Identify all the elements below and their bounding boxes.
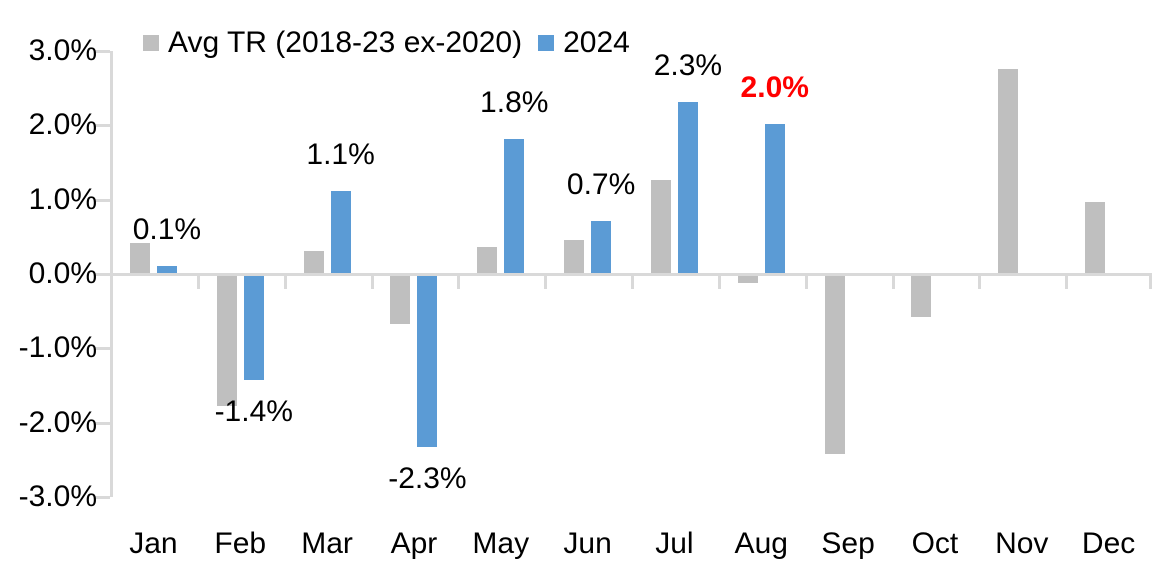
data-label-feb: -1.4% [214,395,293,429]
data-label-mar: 1.1% [306,138,375,172]
bar-avg-tr-2018-23-ex-2020--oct [911,276,932,317]
y-axis-tick [95,347,110,351]
y-axis-label: 0.0% [28,257,97,290]
legend: Avg TR (2018-23 ex-2020) 2024 [143,26,630,60]
y-axis-tick [95,273,110,276]
legend-item-avg-tr: Avg TR (2018-23 ex-2020) [143,26,522,60]
bar-2024-may [504,139,525,273]
bar-avg-tr-2018-23-ex-2020--mar [303,250,324,273]
bar-avg-tr-2018-23-ex-2020--jul [650,180,671,273]
bar-avg-tr-2018-23-ex-2020--jun [564,239,585,273]
legend-label-2024: 2024 [563,26,630,59]
x-axis-tick [631,276,634,289]
x-axis-label-aug: Aug [734,527,788,560]
bar-2024-mar [330,191,351,273]
legend-swatch-2024 [538,35,555,51]
data-label-jan: 0.1% [132,212,202,246]
y-axis-label: 3.0% [28,34,97,67]
legend-swatch-avg-tr [143,35,159,51]
y-axis-label: -1.0% [18,331,97,365]
y-axis-tick [95,198,110,202]
y-axis-label: 1.0% [28,182,97,216]
x-axis-label-oct: Oct [911,527,959,560]
x-axis-label-feb: Feb [214,527,267,560]
y-axis-tick [95,50,110,53]
x-axis-tick [717,276,721,289]
x-axis-label-sep: Sep [821,527,875,560]
bar-avg-tr-2018-23-ex-2020--feb [216,276,237,407]
x-axis-label-apr: Apr [390,527,438,560]
x-axis-tick [1149,276,1152,289]
x-axis-label-jan: Jan [129,527,178,560]
x-axis-label-jul: Jul [655,527,694,560]
bar-avg-tr-2018-23-ex-2020--may [477,246,498,273]
bar-avg-tr-2018-23-ex-2020--aug [737,276,758,284]
x-axis-tick [457,276,461,289]
x-axis-line [110,273,1152,276]
bar-avg-tr-2018-23-ex-2020--dec [1085,202,1106,273]
bar-2024-jun [591,220,612,273]
x-axis-label-dec: Dec [1081,527,1136,560]
legend-label-avg-tr: Avg TR (2018-23 ex-2020) [168,26,523,59]
bar-2024-feb [243,276,264,381]
data-label-apr: -2.3% [388,461,467,495]
legend-item-2024: 2024 [538,26,630,60]
x-axis-tick [1065,276,1069,289]
x-axis-tick [544,276,548,289]
x-axis-tick [196,276,200,289]
bar-avg-tr-2018-23-ex-2020--jan [129,243,150,273]
data-label-jul: 2.3% [653,49,723,83]
y-axis-label: 2.0% [28,108,97,142]
data-label-jun: 0.7% [566,167,636,201]
x-axis-label-jun: Jun [563,527,612,560]
bar-avg-tr-2018-23-ex-2020--nov [998,68,1019,273]
bar-2024-apr [417,276,438,447]
bar-2024-aug [764,124,785,273]
y-axis-tick [95,124,110,128]
x-axis-label-may: May [472,527,530,560]
bar-avg-tr-2018-23-ex-2020--apr [390,276,411,325]
x-axis-tick [891,276,895,289]
bar-2024-jan [156,265,177,273]
data-label-aug: 2.0% [740,71,809,105]
bar-avg-tr-2018-23-ex-2020--sep [824,276,845,455]
x-axis-tick [804,276,808,289]
y-axis-tick [95,495,110,499]
bar-2024-jul [677,102,698,273]
y-axis-tick [95,421,110,425]
y-axis-label: -2.0% [18,405,97,439]
x-axis-label-nov: Nov [995,527,1049,560]
y-axis-label: -3.0% [18,479,97,513]
x-axis-tick [283,276,287,289]
x-axis-tick [370,276,374,289]
x-axis-label-mar: Mar [301,527,353,560]
x-axis-tick [978,276,982,289]
data-label-may: 1.8% [480,86,549,120]
